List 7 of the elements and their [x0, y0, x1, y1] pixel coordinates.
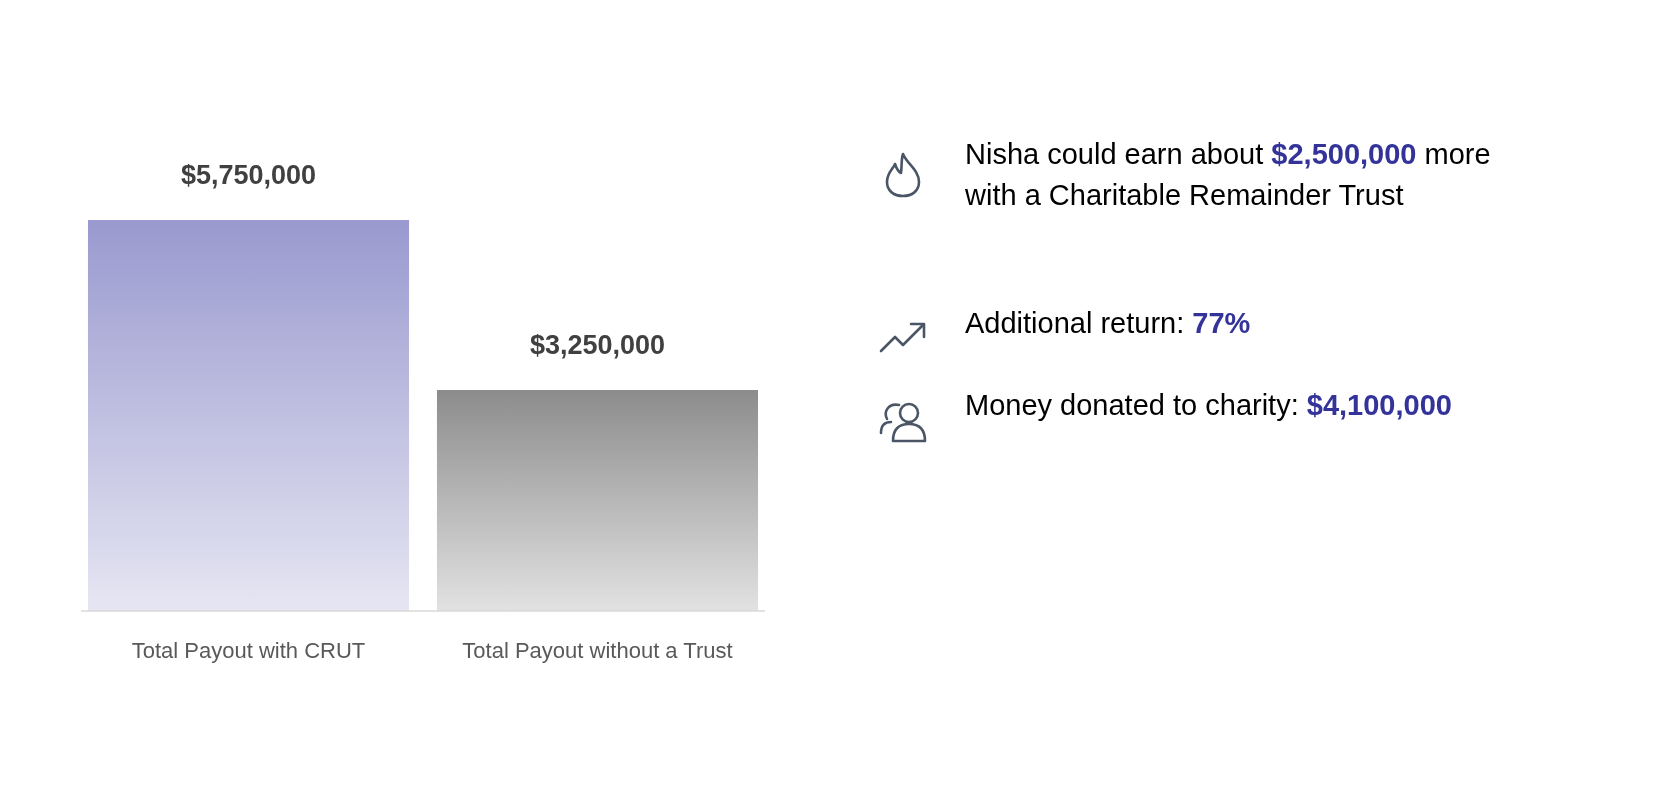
- x-tick-label: Total Payout with CRUT: [131, 638, 366, 663]
- x-tick-label: Total Payout without a Trust: [462, 638, 733, 663]
- text: Additional return: 77%: [965, 307, 1251, 339]
- text: Money donated to charity: $4,100,000: [965, 389, 1452, 421]
- text: Nisha could earn about $2,500,000 more with a Charitable Remainder Trust: [965, 138, 1491, 211]
- data-label: $5,750,000: [180, 160, 317, 190]
- data-label: $3,250,000: [529, 330, 666, 360]
